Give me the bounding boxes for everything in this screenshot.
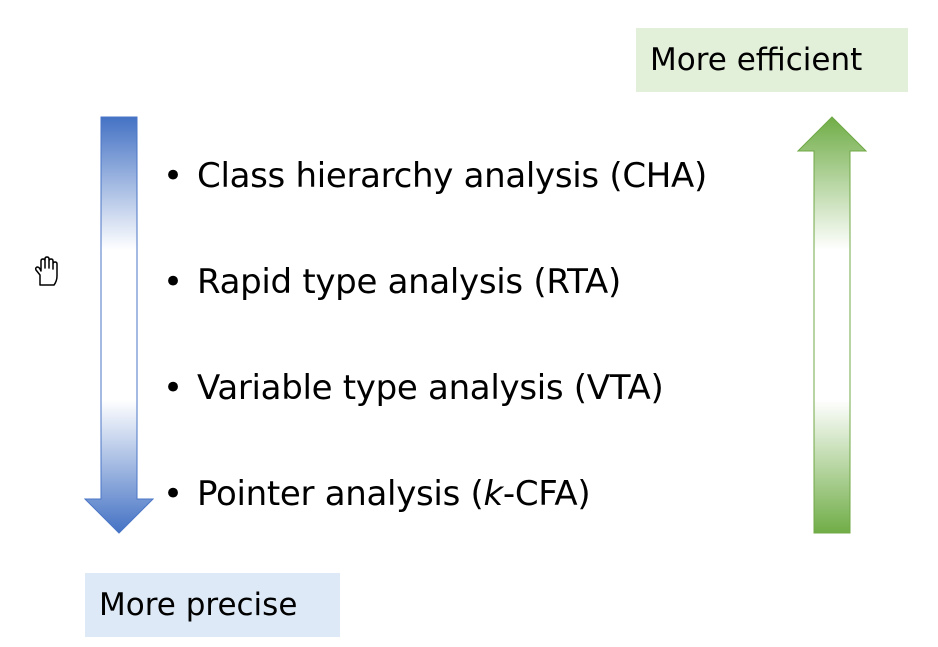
bullet: • xyxy=(163,474,183,514)
more-efficient-label: More efficient xyxy=(636,28,908,92)
list-item-kcfa: • Pointer analysis (k-CFA) xyxy=(163,472,591,516)
bullet: • xyxy=(163,262,183,302)
precision-down-arrow xyxy=(84,116,154,534)
list-item-label: Class hierarchy analysis (CHA) xyxy=(197,156,707,196)
hand-cursor-icon xyxy=(34,256,58,286)
list-item-label-start: Pointer analysis ( xyxy=(197,474,484,514)
efficiency-up-arrow xyxy=(797,116,867,534)
list-item-label: Rapid type analysis (RTA) xyxy=(197,262,621,302)
list-item-label: Variable type analysis (VTA) xyxy=(197,368,664,408)
list-item-label-italic: k xyxy=(483,474,503,514)
list-item-vta: • Variable type analysis (VTA) xyxy=(163,366,664,410)
list-item-rta: • Rapid type analysis (RTA) xyxy=(163,260,621,304)
more-precise-label: More precise xyxy=(85,573,340,637)
bullet: • xyxy=(163,368,183,408)
list-item-label-end: -CFA) xyxy=(502,474,591,514)
bullet: • xyxy=(163,156,183,196)
list-item-cha: • Class hierarchy analysis (CHA) xyxy=(163,154,707,198)
